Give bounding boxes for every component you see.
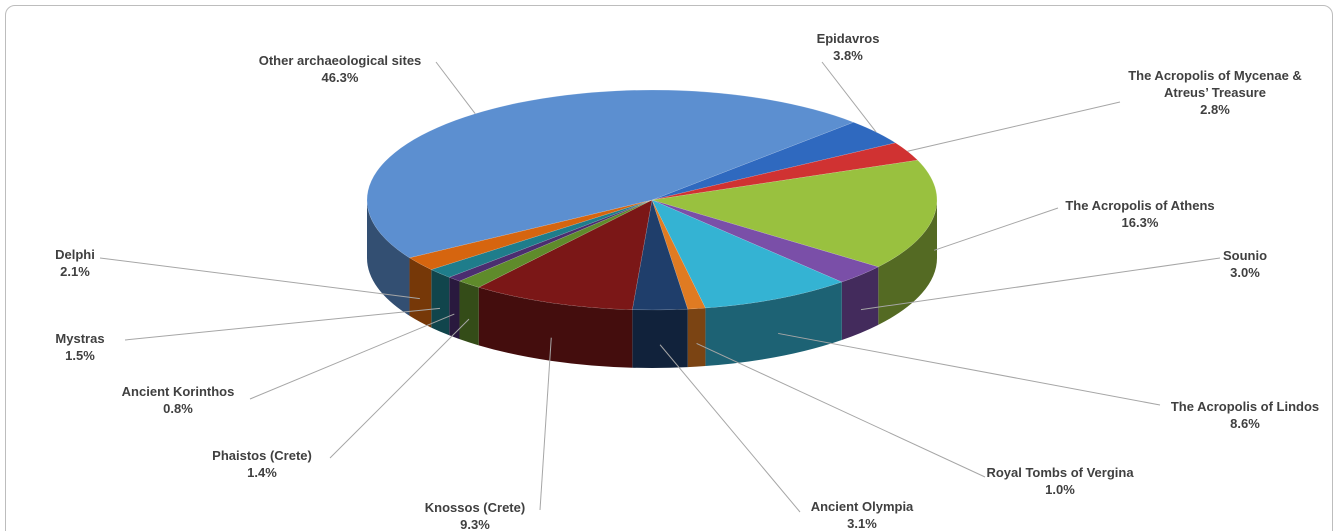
slice-wall [478, 287, 633, 368]
data-label: Epidavros 3.8% [817, 30, 880, 64]
category-label: The Acropolis of Mycenae & Atreus’ Treas… [1128, 68, 1302, 100]
slice-wall [841, 266, 879, 341]
data-label: Other archaeological sites 46.3% [259, 52, 422, 86]
slice [651, 159, 938, 268]
category-label: Phaistos (Crete) [212, 448, 312, 463]
value-label: 8.6% [1230, 416, 1260, 431]
data-label: Sounio 3.0% [1223, 247, 1267, 281]
category-label: Knossos (Crete) [424, 500, 526, 515]
leader-line [696, 342, 986, 478]
slice-wall [632, 309, 688, 368]
value-label: 0.8% [163, 401, 193, 416]
slice-wall [431, 269, 450, 336]
value-label: 3.0% [1230, 265, 1260, 280]
slice [408, 199, 653, 270]
category-label: Royal Tombs of Vergina [986, 465, 1134, 480]
slice-wall [705, 282, 842, 367]
leader-line [539, 337, 552, 511]
leader-line [99, 257, 420, 300]
category-label: The Acropolis of Athens [1065, 198, 1215, 213]
slice-walls [367, 200, 937, 368]
chart-frame [5, 5, 1333, 531]
leader-line [329, 318, 470, 459]
slice-wall [449, 277, 460, 340]
data-label: Phaistos (Crete) 1.4% [212, 447, 312, 481]
category-label: Ancient Olympia [810, 499, 914, 514]
leader-line [659, 344, 801, 513]
data-label: Royal Tombs of Vergina 1.0% [986, 464, 1133, 498]
slice [651, 199, 706, 310]
leader-line [860, 257, 1221, 311]
value-label: 9.3% [460, 517, 490, 531]
data-label: Mystras 1.5% [55, 330, 104, 364]
value-label: 2.8% [1200, 102, 1230, 117]
slice [651, 199, 879, 283]
value-label: 3.8% [833, 48, 863, 63]
slice [458, 199, 653, 288]
data-label: The Acropolis of Athens 16.3% [1065, 197, 1214, 231]
slice [632, 199, 689, 311]
value-label: 46.3% [321, 70, 359, 85]
slice [651, 199, 843, 309]
slice-tops [366, 89, 938, 311]
slice [366, 89, 855, 259]
leader-line [124, 307, 441, 341]
category-label: Epidavros [816, 31, 880, 46]
data-label: Ancient Olympia 3.1% [811, 498, 914, 531]
category-label: Ancient Korinthos [121, 384, 235, 399]
category-label: Other archaeological sites [258, 53, 422, 68]
value-label: 3.1% [847, 516, 877, 531]
slice-wall [878, 200, 937, 325]
data-label: Ancient Korinthos 0.8% [122, 383, 235, 417]
category-label: The Acropolis of Lindos [1170, 399, 1320, 414]
data-label: The Acropolis of Mycenae & Atreus’ Treas… [1120, 67, 1310, 118]
slice-wall [687, 308, 706, 368]
data-label: The Acropolis of Lindos 8.6% [1171, 398, 1319, 432]
slice [478, 199, 653, 310]
value-label: 1.4% [247, 465, 277, 480]
leader-line [435, 61, 476, 115]
slice [430, 199, 653, 278]
slice-wall [459, 281, 479, 346]
category-label: Delphi [55, 247, 95, 262]
value-label: 1.5% [65, 348, 95, 363]
slice [448, 199, 653, 282]
leader-line [249, 313, 455, 400]
value-label: 2.1% [60, 264, 90, 279]
value-label: 16.3% [1121, 215, 1159, 230]
slice-wall [367, 200, 410, 316]
slice [651, 142, 919, 201]
leader-line [933, 207, 1059, 251]
category-label: Sounio [1222, 248, 1268, 263]
category-label: Mystras [55, 331, 105, 346]
value-label: 1.0% [1045, 482, 1075, 497]
leader-line [778, 332, 1161, 406]
data-label: Delphi 2.1% [55, 246, 95, 280]
leader-line [821, 61, 877, 133]
leader-line [907, 101, 1121, 152]
data-label: Knossos (Crete) 9.3% [425, 499, 525, 531]
